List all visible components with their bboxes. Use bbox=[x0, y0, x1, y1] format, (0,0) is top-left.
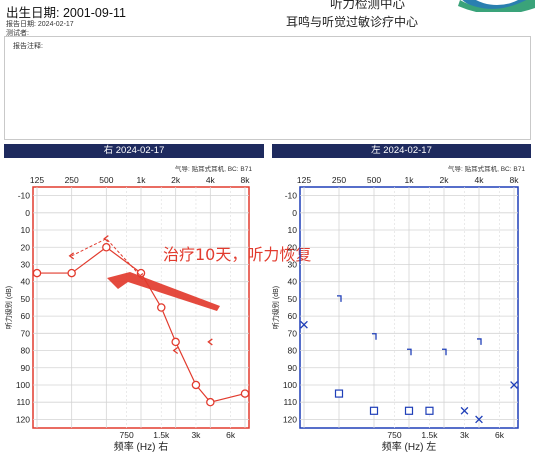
right-ear-header: 右 2024-02-17 bbox=[4, 144, 264, 158]
left-x-tick-label: 1k bbox=[405, 175, 415, 185]
left-bone-marker bbox=[407, 348, 412, 356]
left-air-marker bbox=[475, 415, 483, 424]
left-y-tick-label: 40 bbox=[288, 277, 298, 287]
left-x-axis-label: 频率 (Hz) 左 bbox=[382, 440, 436, 453]
left-masked-marker bbox=[404, 406, 414, 415]
left-y-tick-label: 120 bbox=[283, 414, 297, 424]
center-name: 耳鸣与听觉过敏诊疗中心 bbox=[286, 15, 419, 29]
left-air-marker bbox=[460, 406, 469, 415]
right-air-point bbox=[157, 303, 166, 312]
right-y-tick-label: 40 bbox=[21, 277, 31, 287]
right-bone-marker bbox=[207, 338, 213, 346]
right-y-tick-label: 90 bbox=[21, 363, 31, 373]
right-x-mid-label: 3k bbox=[191, 430, 201, 440]
right-x-tick-label: 125 bbox=[30, 175, 44, 185]
left-y-tick-label: -10 bbox=[285, 191, 298, 201]
right-y-tick-label: 10 bbox=[21, 225, 31, 235]
right-x-tick-label: 8k bbox=[241, 175, 251, 185]
left-y-tick-label: 90 bbox=[288, 363, 298, 373]
left-bone-marker bbox=[442, 348, 447, 356]
left-x-tick-label: 250 bbox=[332, 175, 346, 185]
birth-date: 出生日期: 2001-09-11 bbox=[6, 6, 126, 20]
right-x-mid-label: 1.5k bbox=[153, 430, 170, 440]
right-x-mid-label: 6k bbox=[226, 430, 236, 440]
right-bone-marker bbox=[172, 347, 179, 355]
right-air-point bbox=[191, 380, 201, 390]
right-y-tick-label: 100 bbox=[16, 380, 30, 390]
left-bone-marker bbox=[372, 333, 377, 340]
right-y-tick-label: 60 bbox=[21, 311, 31, 321]
right-y-axis-label: 听力级别 (dB) bbox=[4, 286, 13, 329]
right-y-tick-label: 80 bbox=[21, 346, 31, 356]
left-ear-header: 左 2024-02-17 bbox=[272, 144, 531, 158]
right-air-point bbox=[206, 397, 215, 407]
left-y-tick-label: 110 bbox=[283, 397, 297, 407]
left-device-info: 气导: 贴耳式耳机, BC: B71 bbox=[448, 166, 525, 173]
left-masked-marker bbox=[425, 406, 434, 415]
annotation-text: 治疗10天，听力恢复 bbox=[163, 245, 311, 264]
left-x-tick-label: 2k bbox=[440, 175, 450, 185]
right-y-tick-label: 110 bbox=[16, 397, 30, 407]
right-air-point bbox=[240, 389, 250, 398]
right-device-info: 气导: 贴耳式耳机, BC: B71 bbox=[175, 166, 252, 173]
right-x-tick-label: 1k bbox=[137, 175, 147, 185]
report-date: 报告日期: 2024-02-17 bbox=[6, 21, 74, 28]
left-x-tick-label: 4k bbox=[475, 175, 485, 185]
right-y-tick-label: -10 bbox=[18, 191, 31, 201]
left-bone-marker bbox=[337, 295, 342, 302]
right-air-point bbox=[32, 268, 42, 278]
right-y-tick-label: 120 bbox=[16, 414, 30, 424]
right-after-line bbox=[71, 238, 142, 277]
left-bone-marker bbox=[477, 338, 482, 345]
right-air-point bbox=[67, 268, 76, 278]
left-x-tick-label: 125 bbox=[297, 175, 311, 185]
right-air-point bbox=[102, 242, 111, 252]
left-y-tick-label: 60 bbox=[288, 311, 298, 321]
left-y-tick-label: 10 bbox=[288, 225, 298, 235]
left-x-mid-label: 1.5k bbox=[421, 430, 438, 440]
left-x-mid-label: 750 bbox=[387, 430, 401, 440]
right-x-tick-label: 2k bbox=[171, 175, 181, 185]
left-masked-marker bbox=[369, 406, 379, 415]
left-air-marker bbox=[510, 381, 518, 389]
right-x-axis-label: 频率 (Hz) 右 bbox=[114, 440, 168, 453]
left-x-tick-label: 8k bbox=[510, 175, 520, 185]
right-y-tick-label: 0 bbox=[25, 208, 30, 218]
clinic-logo bbox=[458, 0, 535, 12]
left-y-tick-label: 100 bbox=[283, 380, 297, 390]
left-y-tick-label: 50 bbox=[288, 294, 298, 304]
right-y-tick-label: 70 bbox=[21, 328, 31, 338]
left-y-tick-label: 0 bbox=[292, 208, 297, 218]
right-y-tick-label: 20 bbox=[21, 242, 31, 252]
right-x-tick-label: 4k bbox=[206, 175, 216, 185]
right-bone-marker bbox=[103, 235, 109, 243]
examiner-label: 测试者: bbox=[6, 30, 29, 37]
right-air-point bbox=[171, 337, 180, 347]
left-x-mid-label: 3k bbox=[460, 430, 470, 440]
left-y-tick-label: 80 bbox=[288, 346, 298, 356]
center-name-top: 听力检测中心 bbox=[330, 0, 406, 11]
left-y-tick-label: 70 bbox=[288, 328, 298, 338]
report-notes-label: 报告注释: bbox=[13, 43, 43, 50]
annotation-arrow-shape bbox=[107, 272, 220, 311]
left-x-mid-label: 6k bbox=[495, 430, 505, 440]
right-x-tick-label: 500 bbox=[99, 175, 113, 185]
right-x-tick-label: 250 bbox=[65, 175, 79, 185]
left-x-tick-label: 500 bbox=[367, 175, 381, 185]
left-air-marker bbox=[300, 320, 308, 329]
left-y-axis-label: 听力级别 (dB) bbox=[271, 286, 280, 329]
left-masked-marker bbox=[334, 389, 344, 398]
left-y-tick-label: 30 bbox=[288, 259, 298, 269]
right-y-tick-label: 30 bbox=[21, 259, 31, 269]
right-bone-marker bbox=[68, 252, 75, 260]
left-y-tick-label: 20 bbox=[288, 242, 298, 252]
annotation-arrow bbox=[107, 272, 220, 311]
right-y-tick-label: 50 bbox=[21, 294, 31, 304]
right-x-mid-label: 750 bbox=[120, 430, 134, 440]
report-notes-box[interactable]: 报告注释: bbox=[4, 36, 531, 140]
